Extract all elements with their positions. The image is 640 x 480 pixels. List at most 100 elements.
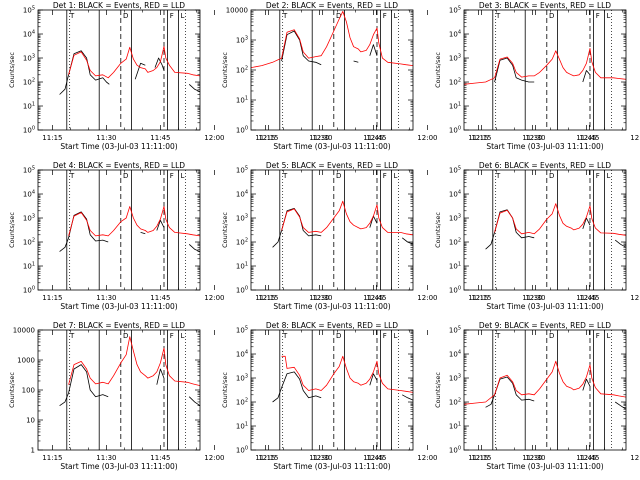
region-label: T (282, 12, 288, 20)
region-label: F (383, 172, 387, 180)
y-tick-label: 105 (23, 6, 35, 15)
detector-panel-6: 100 101 102 103 104 105 11:15 11:30 11:45 12:00 12… (434, 161, 640, 311)
x-tick-label: 12:30 (312, 294, 332, 302)
x-tick-label: 12:45 (366, 454, 386, 462)
region-label: L (181, 12, 185, 20)
lld-series-line (463, 48, 627, 85)
plot-frame (463, 169, 627, 291)
detector-panel-9: 100 101 102 103 104 105 11:15 11:30 11:45 12:00 12… (434, 321, 640, 471)
x-axis-label: Start Time (03-Jul-03 11:11:00) (273, 142, 390, 151)
y-axis-label: Counts/sec (434, 52, 442, 88)
lld-series-line (68, 46, 201, 79)
x-tick-label: 11:15 (255, 134, 275, 142)
lld-series-line (68, 336, 201, 386)
events-series-line (494, 57, 591, 83)
y-tick-label: 101 (449, 422, 461, 431)
x-tick-label: 11:30 (309, 454, 329, 462)
y-tick-label: 100 (22, 387, 35, 395)
y-tick-label: 100 (236, 286, 248, 295)
y-tick-label: 104 (449, 190, 461, 199)
lld-series-line (250, 11, 414, 68)
events-series-line (272, 208, 414, 248)
y-tick-label: 103 (449, 374, 461, 383)
y-tick-label: 103 (23, 54, 35, 63)
x-axis-label: Start Time (03-Jul-03 11:11:00) (486, 302, 603, 311)
region-label: D (549, 172, 554, 180)
region-label: L (607, 172, 611, 180)
y-tick-label: 105 (449, 166, 461, 175)
y-tick-label: 100 (449, 126, 461, 135)
y-axis-label: Counts/sec (221, 212, 229, 248)
x-tick-label: 12:00 (204, 454, 224, 462)
region-label: D (336, 332, 341, 340)
region-label: D (336, 172, 341, 180)
region-label: T (495, 172, 501, 180)
x-tick-label: 11:30 (522, 294, 542, 302)
region-label: T (69, 12, 75, 20)
x-tick-label: 11:30 (96, 134, 116, 142)
y-tick-label: 102 (236, 66, 248, 75)
y-tick-label: 101 (23, 102, 35, 111)
x-tick-label: 12:45 (366, 134, 386, 142)
region-label: L (607, 12, 611, 20)
x-tick-label: 11:45 (576, 454, 596, 462)
panel-title: Det 2: BLACK = Events, RED = LLD (266, 1, 398, 10)
region-label: L (394, 172, 398, 180)
panel-title: Det 6: BLACK = Events, RED = LLD (479, 161, 611, 170)
events-series-line (485, 376, 627, 410)
region-label: L (607, 332, 611, 340)
y-tick-label: 105 (23, 166, 35, 175)
y-tick-label: 101 (236, 422, 248, 431)
region-label: L (394, 332, 398, 340)
x-tick-label: 11:30 (96, 454, 116, 462)
panel-title: Det 4: BLACK = Events, RED = LLD (53, 161, 185, 170)
events-series-line (59, 364, 201, 407)
lld-series-line (281, 200, 414, 236)
y-tick-label: 105 (236, 166, 248, 175)
y-tick-label: 102 (23, 238, 35, 247)
plot-frame (250, 329, 414, 451)
lld-series-line (494, 203, 627, 236)
y-tick-label: 103 (449, 214, 461, 223)
x-tick-label: 12:30 (312, 454, 332, 462)
y-tick-label: 105 (236, 326, 248, 335)
y-tick-label: 1000 (17, 357, 35, 365)
region-label: F (170, 332, 174, 340)
y-tick-label: 10 (26, 417, 35, 425)
y-tick-label: 102 (449, 398, 461, 407)
y-tick-label: 100 (449, 286, 461, 295)
x-tick-label: 11:45 (150, 134, 170, 142)
x-axis-label: Start Time (03-Jul-03 11:11:00) (60, 302, 177, 311)
y-tick-label: 102 (23, 78, 35, 87)
y-tick-label: 100 (236, 126, 248, 135)
x-axis-label: Start Time (03-Jul-03 11:11:00) (60, 142, 177, 151)
y-tick-label: 104 (236, 190, 248, 199)
y-tick-label: 101 (23, 262, 35, 271)
plot-frame (250, 169, 414, 291)
x-tick-label: 11:45 (150, 454, 170, 462)
region-label: L (394, 12, 398, 20)
lld-series-line (68, 206, 201, 237)
y-tick-label: 100 (23, 286, 35, 295)
y-tick-label: 104 (236, 350, 248, 359)
x-tick-label: 12:00 (417, 134, 437, 142)
x-tick-label: 11:45 (363, 134, 383, 142)
lld-series-line (463, 360, 627, 405)
x-tick-label: 12:45 (579, 294, 599, 302)
x-tick-label: 12:15 (471, 454, 491, 462)
x-tick-label: 11:15 (255, 454, 275, 462)
x-tick-label: 12:15 (471, 134, 491, 142)
events-series-line (59, 211, 201, 252)
region-label: T (282, 172, 288, 180)
plot-frame (463, 9, 627, 131)
region-label: T (69, 332, 75, 340)
detector-panel-2: 100 101 102 103 10000 11:15 11:30 11:45 12:00 12:… (221, 1, 599, 151)
region-label: D (549, 12, 554, 20)
panel-title: Det 5: BLACK = Events, RED = LLD (266, 161, 398, 170)
y-tick-label: 103 (236, 374, 248, 383)
y-axis-label: Counts/sec (434, 212, 442, 248)
panel-title: Det 8: BLACK = Events, RED = LLD (266, 321, 398, 330)
x-tick-label: 12:15 (258, 134, 278, 142)
events-series-line (272, 371, 414, 403)
panel-title: Det 3: BLACK = Events, RED = LLD (479, 1, 611, 10)
